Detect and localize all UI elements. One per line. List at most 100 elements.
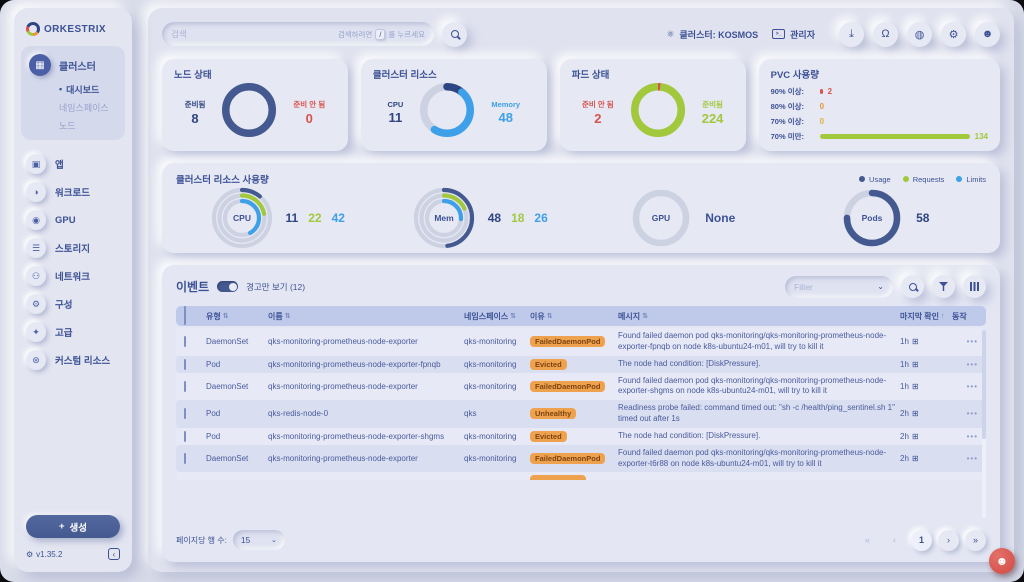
sort-icon[interactable]: ⇅ [546,313,553,320]
cell-reason [530,475,618,481]
download-button[interactable]: ⤓ [839,21,864,47]
column-header-이름[interactable]: 이름 ⇅ [268,311,464,322]
column-label: 이름 [268,311,283,321]
row-actions-button[interactable]: ••• [966,359,978,369]
profile-icon: ☻ [981,28,994,40]
table-scrollbar[interactable] [982,330,986,440]
column-header-동작[interactable]: 동작 [952,311,978,322]
rows-per-page-select[interactable]: 15 ⌄ [232,530,285,550]
legend-label: Usage [869,174,891,184]
support-button[interactable]: Ω [873,21,898,47]
sidebar-item-network[interactable]: ⚇ 네트워크 [26,266,132,286]
cell-name: qks-monitoring-prometheus-node-exporter [268,454,418,464]
create-button[interactable]: + 생성 [26,515,120,538]
gauge-value: None [705,211,736,225]
search-button[interactable] [442,21,467,47]
table-row[interactable]: DaemonSet qks-monitoring-prometheus-node-… [176,444,986,473]
calendar-icon: ⊞ [911,359,919,369]
select-all-checkbox[interactable] [184,306,186,325]
usage-gauges: CPU 11 22 42 Mem 48 18 26 GPU None Pods 58 [176,186,986,250]
row-checkbox[interactable] [184,453,186,465]
cluster-nav-icon: ▦ [29,54,51,76]
plus-icon: + [58,521,65,532]
table-row[interactable]: Pod qks-monitoring-prometheus-node-export… [176,427,986,445]
sidebar-item-workloads[interactable]: ◑ 워크로드 [26,182,132,202]
pagination-last-button[interactable]: » [965,529,986,551]
sidebar-item-config[interactable]: ⚙ 구성 [26,294,132,314]
sidebar-item-cluster[interactable]: ▦ 클러스터 [29,54,117,76]
cell-message: The node had condition: [DiskPressure]. [618,430,761,440]
sort-icon[interactable]: ⇅ [284,313,291,320]
gauge-value: 26 [534,211,548,225]
pvc-row-value: 134 [974,131,988,141]
sort-icon[interactable]: ⇅ [510,313,517,320]
row-actions-button[interactable]: ••• [966,409,978,419]
table-search-button[interactable] [901,275,924,298]
sidebar-subitem-네임스페이스[interactable]: 네임스페이스 [59,101,117,114]
events-table-body: DaemonSet qks-monitoring-prometheus-node-… [176,328,986,520]
table-filter-button[interactable] [932,275,955,298]
row-checkbox[interactable] [184,408,186,420]
row-checkbox[interactable] [184,380,186,392]
row-actions-button[interactable]: ••• [966,381,978,391]
sort-icon[interactable]: ⇅ [222,313,229,320]
card-title: 파드 상태 [571,70,610,81]
sidebar-item-custom-resources[interactable]: ⊛ 커스텀 리소스 [26,350,132,370]
settings-button[interactable]: ⚙ [941,21,966,47]
sort-icon[interactable]: ↑ [941,312,945,320]
pagination-page-1-button[interactable]: 1 [911,529,932,551]
column-label: 마지막 확인 [900,311,940,321]
row-checkbox[interactable] [184,336,186,348]
table-columns-button[interactable] [963,275,986,298]
logo[interactable]: ORKESTRIX [14,22,132,46]
svg-text:GPU: GPU [652,213,670,223]
column-header-메시지[interactable]: 메시지 ⇅ [618,311,900,322]
column-header-네임스페이스[interactable]: 네임스페이스 ⇅ [464,311,530,322]
legend-dot [859,176,866,182]
table-row[interactable]: DaemonSet qks-monitoring-prometheus-node-… [176,372,986,401]
stat-value: 2 [594,110,602,126]
card-pvc-usage: PVC 사용량 90% 이상: 2 80% 이상: 0 70% 이상: 0 70% 미만: 1… [758,59,1000,151]
warnings-only-toggle[interactable] [217,281,239,292]
pvc-bar [819,133,970,139]
legend-dot [902,176,909,182]
row-checkbox[interactable] [184,358,186,370]
table-row[interactable]: Pod qks-redis-node-0 qks Unhealthy Readiness… [176,400,986,428]
sidebar-item-gpu[interactable]: ◉ GPU [26,210,132,230]
sidebar-subitem-대시보드[interactable]: • 대시보드 [59,83,117,96]
column-header-마지막 확인[interactable]: 마지막 확인 ↑ [900,311,952,322]
column-header-이유[interactable]: 이유 ⇅ [530,311,618,322]
pagination-next-button[interactable]: › [938,529,959,551]
row-actions-button[interactable]: ••• [966,454,978,464]
sidebar-item-advanced[interactable]: ✦ 고급 [26,322,132,342]
language-button[interactable]: ◍ [907,21,932,47]
collapse-sidebar-button[interactable]: ‹ [108,548,120,560]
filter-dropdown[interactable]: Filter ⌄ [785,275,893,298]
admin-terminal[interactable]: >_ 관리자 [772,28,815,41]
search-input[interactable] [171,29,332,39]
sidebar-item-label: GPU [55,214,76,226]
row-actions-button[interactable]: ••• [966,337,978,347]
table-scrollbar-track [982,330,986,518]
row-actions-button[interactable]: ••• [966,431,978,441]
table-row[interactable]: DaemonSet qks-monitoring-prometheus-node-… [176,328,986,356]
pod-status-donut [630,82,686,143]
sidebar-item-apps[interactable]: ▣ 앱 [26,154,132,174]
sort-icon[interactable]: ⇅ [642,313,648,320]
column-header-유형[interactable]: 유형 ⇅ [206,311,268,322]
table-row-partial[interactable] [176,472,986,481]
table-row[interactable]: Pod qks-monitoring-prometheus-node-export… [176,355,986,373]
cell-message: Readiness probe failed: command timed ou… [618,403,895,423]
profile-button[interactable]: ☻ [975,21,1000,47]
rows-per-page-label: 페이지당 행 수: [176,535,227,545]
cluster-selector[interactable]: ⚛ 클러스터: KOSMOS [666,28,758,41]
column-label: 동작 [952,311,967,321]
sidebar-item-storage[interactable]: ☰ 스토리지 [26,238,132,258]
reason-badge: Evicted [530,358,567,370]
assistant-fab[interactable]: ☻ [989,548,1015,574]
gpu-icon: ◉ [26,210,46,230]
sidebar-subitem-노드[interactable]: 노드 [59,119,117,132]
column-label: 메시지 [618,311,641,321]
row-checkbox[interactable] [184,430,186,442]
